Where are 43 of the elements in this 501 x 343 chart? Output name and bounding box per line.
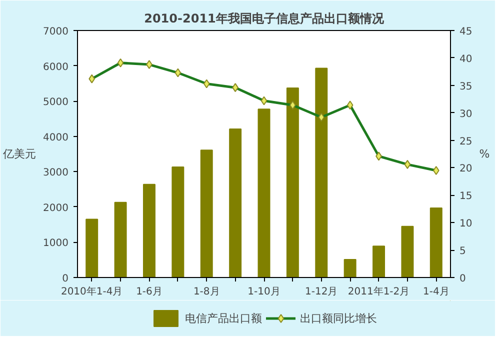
bar [344, 259, 356, 278]
y-tick-label: 0 [62, 274, 69, 284]
legend-label: 出口额同比增长 [300, 310, 377, 326]
y2-tick-label: 30 [460, 108, 472, 120]
x-tick-label: 2011年1-2月 [348, 286, 410, 298]
bar [114, 202, 127, 278]
y2-tick-label: 35 [460, 81, 472, 92]
y2-axis-title: % [479, 148, 490, 160]
y-tick-label: 5000 [43, 97, 69, 108]
y2-tick-label: 5 [460, 246, 466, 258]
y-tick-label: 4000 [43, 132, 69, 144]
y2-tick-label: 25 [460, 136, 472, 148]
y2-tick-label: 20 [460, 164, 472, 175]
legend-label: 电信产品出口额 [185, 310, 262, 326]
y-tick-label: 1000 [43, 238, 69, 250]
bar [86, 218, 98, 278]
x-tick-label: 1-8月 [193, 286, 220, 298]
chart-title: 2010-2011年我国电子信息产品出口额情况 [144, 12, 385, 26]
y2-tick-label: 45 [460, 26, 472, 38]
x-tick-label: 2010年1-4月 [60, 286, 123, 298]
x-tick-label: 1-10月 [248, 286, 280, 298]
y2-tick-label: 15 [460, 191, 472, 202]
y-tick-label: 3000 [43, 168, 69, 179]
bar [229, 128, 242, 278]
bar [401, 226, 414, 278]
bar [315, 68, 328, 278]
bar [430, 207, 442, 278]
y-tick-label: 6000 [43, 62, 69, 73]
bar [372, 246, 386, 278]
y-tick-label: 2000 [43, 202, 69, 214]
bar [142, 184, 156, 278]
y2-tick-label: 10 [460, 218, 472, 230]
y2-tick-label: 40 [460, 54, 472, 65]
bar [200, 150, 213, 278]
x-tick-label: 1-4月 [422, 286, 450, 298]
bar [286, 88, 299, 278]
x-tick-label: 1-6月 [136, 286, 162, 298]
bar [258, 108, 270, 278]
bar [172, 166, 184, 278]
y2-tick-label: 0 [460, 274, 466, 284]
y-axis-title: 亿美元 [2, 148, 36, 160]
y-tick-label: 7000 [43, 26, 69, 38]
x-tick-label: 1-12月 [305, 286, 338, 298]
